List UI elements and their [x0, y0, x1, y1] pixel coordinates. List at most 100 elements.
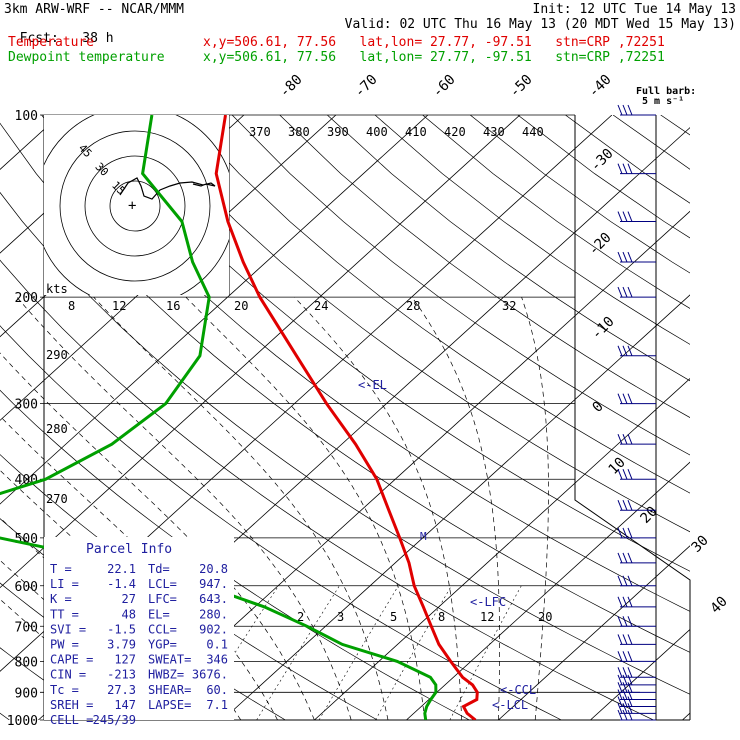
mixing-ratio-label: 12 [112, 299, 126, 313]
parcel-param-value-2: 902. [199, 622, 228, 636]
dry-adiabat-line [422, 115, 690, 309]
parcel-param-name: Tc = [50, 683, 79, 697]
mixing-ratio-label-low: 5 [390, 610, 397, 624]
parcel-param-value: 22.1 [107, 562, 136, 576]
hodograph-center-mark: + [128, 198, 136, 214]
wind-barb-flag [627, 682, 633, 693]
isotherm-label: -80 [277, 72, 306, 101]
lfc-marker: <-LFC [470, 595, 506, 609]
wind-barb [617, 616, 656, 627]
wind-barb-flag [627, 709, 633, 721]
wind-barb [617, 163, 656, 175]
wind-barb-flag [627, 500, 633, 511]
isotherm-label: -40 [586, 72, 615, 101]
fcst-label: Fcst: [19, 31, 59, 46]
dry-adiabat-line [0, 259, 654, 720]
parcel-param-name-2: YGP= [148, 638, 177, 652]
mixing-ratio-label-low: 8 [438, 610, 445, 624]
legend-temperature-info: x,y=506.61, 77.56 lat,lon= 27.77, -97.51… [203, 35, 665, 50]
isotherm-label: -70 [352, 72, 381, 101]
parcel-param-value: 127 [114, 653, 136, 667]
isotherm-line [0, 115, 153, 254]
wind-barb [617, 709, 656, 721]
wind-barb-flag [627, 527, 633, 539]
wind-barb [617, 696, 656, 708]
wind-barb-flag [617, 286, 623, 298]
isotherm-label: 0 [590, 399, 607, 416]
pressure-tick-label: 600 [15, 580, 38, 595]
wind-barb-flag [617, 596, 623, 607]
dry-adiabat-line [136, 115, 690, 533]
parcel-param-value-2: 7.1 [206, 698, 228, 712]
hodograph-trace [119, 177, 216, 200]
wind-barb-flag [622, 596, 628, 607]
parcel-param-name: SREH = [50, 698, 93, 712]
dry-adiabat-line [88, 115, 690, 572]
wind-barb-flag [617, 552, 623, 564]
wind-barb-flag [622, 433, 628, 445]
dry-adiabat-line [0, 647, 102, 720]
theta-label: 420 [444, 125, 466, 139]
wind-barb [617, 104, 656, 116]
lcl-marker: <-LCL [492, 698, 528, 712]
wind-barb-flag [622, 211, 628, 222]
wind-barb-flag [622, 345, 628, 356]
mixing-ratio-label-low: 20 [538, 610, 552, 624]
dry-adiabat-line [517, 115, 690, 239]
parcel-param-name: TT = [50, 607, 79, 621]
wind-barb-flag [627, 696, 633, 707]
wind-barb-flag [617, 163, 623, 174]
parcel-param-name: CAPE = [50, 653, 93, 667]
wind-barb-flag [617, 500, 623, 511]
theta-label-left: 290 [46, 348, 68, 362]
wind-barb [617, 527, 656, 539]
wind-barb [617, 674, 656, 686]
wind-barb-flag [627, 703, 633, 714]
wind-barb-flag [617, 703, 623, 714]
theta-label-left: 280 [46, 422, 68, 436]
wind-barb-flag [622, 682, 628, 693]
wind-barb-flag [627, 616, 633, 627]
parcel-param-name-2: HWBZ= [148, 668, 184, 682]
isotherm-label: -20 [586, 230, 615, 259]
wind-barb-flag [617, 469, 623, 480]
pressure-tick-label: 300 [15, 398, 38, 413]
wind-barb-flag [622, 575, 628, 586]
wind-barb-flag [622, 709, 628, 721]
wind-barb-flag [622, 651, 628, 662]
wind-barb-flag [622, 634, 628, 645]
parcel-param-name-2: EL= [148, 607, 170, 621]
moist-adiabat-line [93, 296, 389, 720]
parcel-param-value: -1.4 [107, 577, 136, 591]
wind-barb-flag [627, 393, 633, 404]
parcel-info-panel [44, 537, 234, 720]
wind-barb-flag [617, 616, 623, 627]
theta-label: 430 [483, 125, 505, 139]
valid-time: Valid: 02 UTC Thu 16 May 13 (20 MDT Wed … [344, 17, 736, 32]
wind-barb [617, 345, 656, 357]
parcel-param-value: -213 [107, 668, 136, 682]
wind-barb-flag [627, 469, 633, 480]
dry-adiabat-line [327, 115, 690, 382]
theta-label: 410 [405, 125, 427, 139]
isotherm-line [314, 378, 690, 720]
wind-barb [617, 634, 656, 645]
parcel-param-value-2: 280. [199, 607, 228, 621]
isotherm-line [406, 461, 690, 720]
parcel-param-value: -1.5 [107, 622, 136, 636]
wind-barb-flag [622, 667, 628, 678]
parcel-param-value-2: 947. [199, 577, 228, 591]
parcel-param-value-2: 20.8 [199, 562, 228, 576]
dry-adiabat-line [565, 115, 690, 204]
isotherm-label: -50 [507, 72, 536, 101]
legend-dewpoint-name: Dewpoint temperature [8, 50, 165, 65]
barb-note-line1: Full barb: [636, 86, 696, 97]
theta-label-left: 270 [46, 492, 68, 506]
wind-barb-flag [627, 251, 633, 263]
wind-barb-flag [622, 552, 628, 564]
wind-barb-flag [627, 575, 633, 586]
wind-barb-flag [622, 500, 628, 511]
parcel-param-name: PW = [50, 638, 79, 652]
moist-adiabat-line [521, 296, 549, 720]
